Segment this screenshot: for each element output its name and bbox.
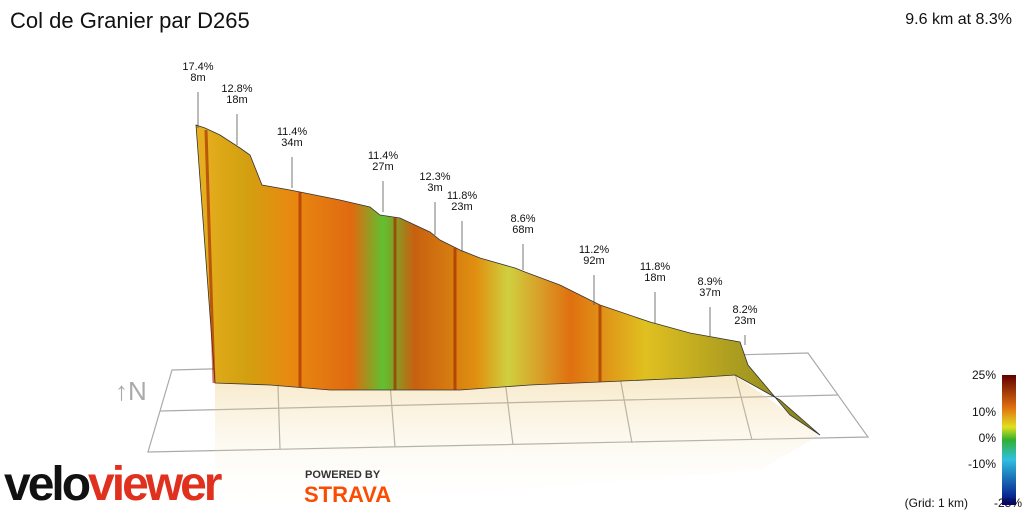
annotation-grade: 11.4% bbox=[277, 126, 308, 138]
legend-label: -25% bbox=[994, 496, 1022, 510]
annotation-grade: 11.4% bbox=[368, 150, 399, 162]
annotation-grade: 11.8% bbox=[640, 261, 671, 273]
annotation-length: 8m bbox=[190, 72, 205, 84]
legend-label: 0% bbox=[979, 431, 997, 445]
legend-label: 10% bbox=[972, 405, 996, 419]
annotation-grade: 11.2% bbox=[579, 244, 610, 256]
stripes bbox=[204, 129, 602, 390]
profile-wall bbox=[195, 124, 821, 436]
annotation-length: 23m bbox=[734, 315, 755, 327]
legend-label: -10% bbox=[968, 457, 996, 471]
annotation-length: 37m bbox=[699, 287, 720, 299]
annotation-length: 23m bbox=[451, 201, 472, 213]
summary: 9.6 km at 8.3% bbox=[905, 11, 1012, 28]
color-scale bbox=[1002, 375, 1016, 505]
annotation-length: 92m bbox=[583, 255, 604, 267]
legend: 25% 10% 0% -10% -25% (Grid: 1 km) bbox=[905, 368, 1023, 510]
logo-part: viewer bbox=[88, 458, 222, 511]
logo-part: velo bbox=[4, 458, 90, 511]
reflection bbox=[215, 375, 820, 512]
title: Col de Granier par D265 bbox=[10, 8, 250, 33]
annotation-grade: 17.4% bbox=[182, 61, 213, 73]
annotation-grade: 12.8% bbox=[221, 83, 252, 95]
legend-label: 25% bbox=[972, 368, 996, 382]
logo: veloviewer bbox=[4, 458, 222, 511]
annotation-grade: 12.3% bbox=[419, 171, 450, 183]
annotation-length: 3m bbox=[427, 182, 442, 194]
north-arrow: ↑N bbox=[115, 376, 147, 406]
annotation-grade: 8.9% bbox=[697, 276, 722, 288]
strava: STRAVA bbox=[304, 482, 391, 507]
annotation-length: 68m bbox=[512, 224, 533, 236]
annotation-length: 34m bbox=[281, 137, 302, 149]
annotation-grade: 8.6% bbox=[510, 213, 535, 225]
annotation-length: 18m bbox=[226, 94, 247, 106]
annotation-grade: 8.2% bbox=[732, 304, 757, 316]
powered-by: POWERED BY bbox=[305, 469, 381, 481]
grid-note: (Grid: 1 km) bbox=[905, 496, 968, 510]
annotation-length: 27m bbox=[372, 161, 393, 173]
annotation-length: 18m bbox=[644, 272, 665, 284]
annotation-grade: 11.8% bbox=[447, 190, 478, 202]
